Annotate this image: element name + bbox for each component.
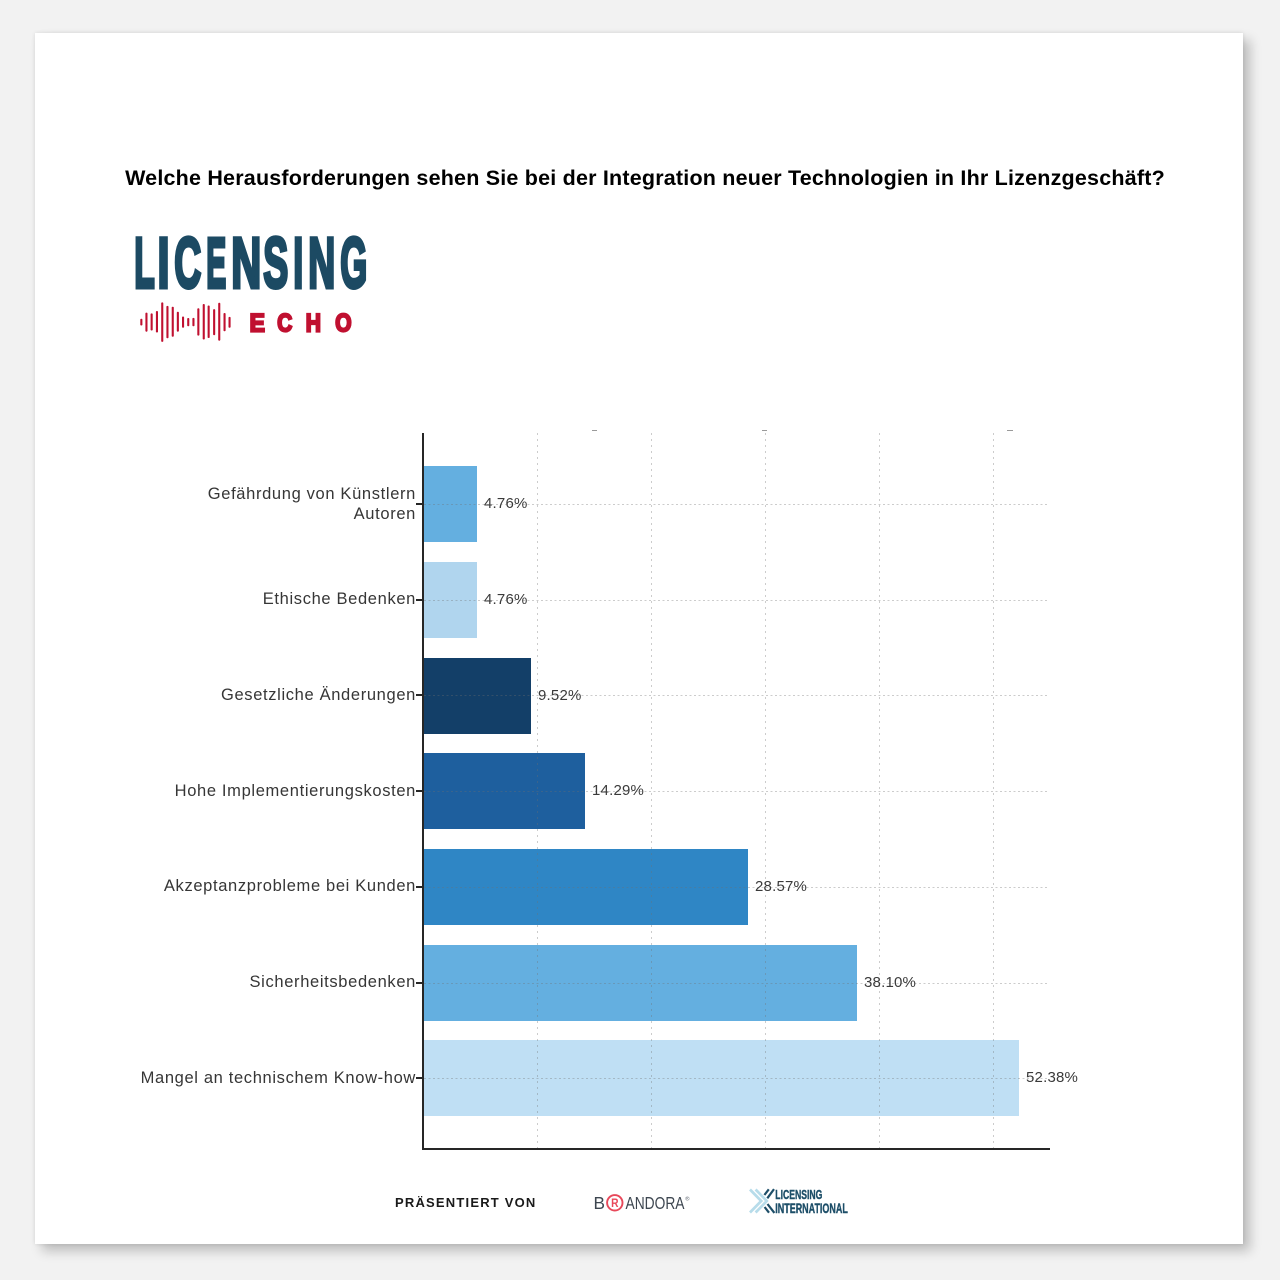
svg-text:C: C <box>277 310 292 338</box>
svg-text:G: G <box>340 225 367 304</box>
svg-text:H: H <box>306 310 321 338</box>
svg-text:S: S <box>263 225 288 304</box>
svg-text:R: R <box>611 1196 619 1210</box>
svg-text:ANDORA: ANDORA <box>626 1193 685 1213</box>
svg-text:L: L <box>134 225 155 304</box>
svg-text:E: E <box>206 225 226 304</box>
svg-text:®: ® <box>685 1196 690 1203</box>
svg-text:C: C <box>174 225 201 304</box>
svg-text:N: N <box>308 225 335 304</box>
svg-text:N: N <box>231 225 261 304</box>
svg-text:O: O <box>335 310 351 338</box>
svg-text:B: B <box>594 1193 605 1213</box>
svg-text:I: I <box>293 225 303 304</box>
svg-text:I: I <box>158 225 170 304</box>
svg-text:E: E <box>250 310 265 338</box>
svg-text:LICENSING: LICENSING <box>775 1188 822 1202</box>
svg-text:INTERNATIONAL: INTERNATIONAL <box>775 1201 848 1216</box>
